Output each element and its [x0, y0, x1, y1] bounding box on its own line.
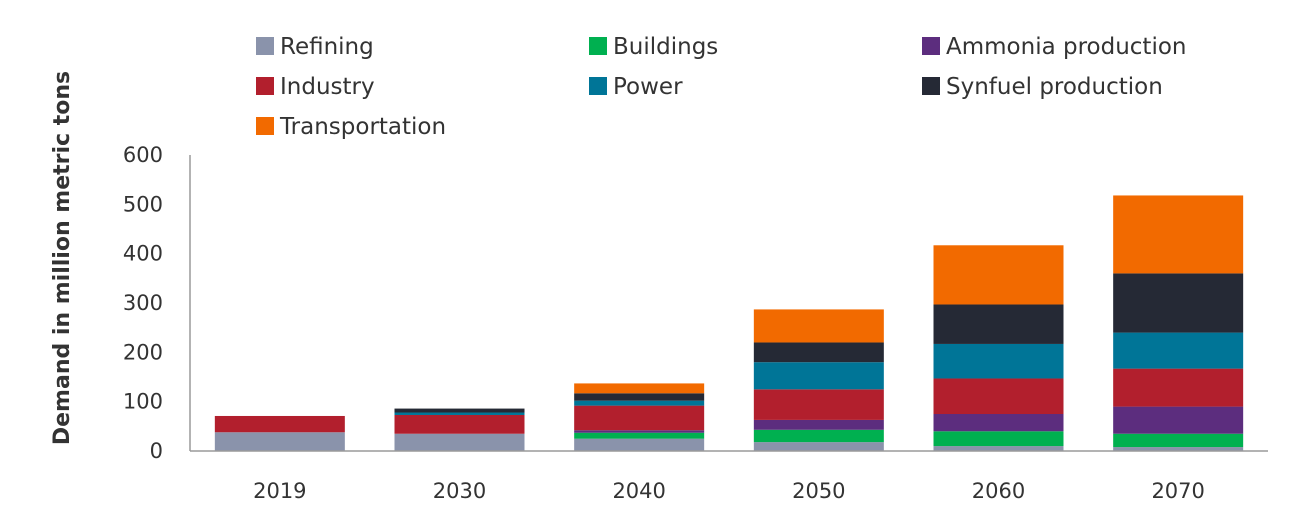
bar-segment-synfuel-production-2040 — [574, 393, 705, 401]
legend-swatch-synfuel-production — [922, 77, 940, 95]
bar-segment-power-2030 — [394, 412, 525, 415]
bar-segment-industry-2019 — [214, 415, 345, 433]
bar-segment-synfuel-production-2050 — [753, 342, 884, 363]
x-tick-label: 2030 — [433, 479, 486, 503]
bar-segment-power-2070 — [1113, 332, 1244, 369]
legend-label-industry: Industry — [280, 74, 375, 100]
legend-label-ammonia-production: Ammonia production — [946, 34, 1187, 60]
bar-segment-ammonia-production-2070 — [1113, 406, 1244, 434]
bar-segment-industry-2030 — [394, 414, 525, 434]
bar-segment-transportation-2060 — [933, 245, 1064, 305]
x-tick-label: 2060 — [972, 479, 1025, 503]
bar-segment-ammonia-production-2050 — [753, 419, 884, 430]
bar-segment-ammonia-production-2040 — [574, 430, 705, 433]
legend-swatch-transportation — [256, 117, 274, 135]
bar-segment-industry-2050 — [753, 389, 884, 420]
legend-swatch-industry — [256, 77, 274, 95]
bar-segment-refining-2040 — [574, 438, 705, 451]
bar-segment-transportation-2070 — [1113, 195, 1244, 274]
bar-segment-synfuel-production-2060 — [933, 304, 1064, 344]
y-tick-label: 500 — [123, 192, 163, 216]
legend-label-power: Power — [613, 74, 683, 100]
y-tick-label: 100 — [123, 390, 163, 414]
bar-segment-buildings-2040 — [574, 432, 705, 439]
bar-segment-industry-2070 — [1113, 368, 1244, 407]
y-tick-label: 400 — [123, 242, 163, 266]
bar-segment-power-2050 — [753, 362, 884, 390]
legend: Refining Buildings Ammonia production Indus… — [256, 34, 1187, 140]
y-tick-label: 600 — [123, 143, 163, 167]
x-tick-label: 2070 — [1151, 479, 1204, 503]
legend-label-buildings: Buildings — [613, 34, 718, 60]
bar-segment-refining-2019 — [214, 432, 345, 451]
y-tick-label: 300 — [123, 291, 163, 315]
bar-segment-buildings-2070 — [1113, 433, 1244, 448]
y-axis-label: Demand in million metric tons — [50, 71, 75, 445]
x-axis-ticks: 2019 2030 2040 2050 2060 2070 — [253, 479, 1205, 503]
legend-swatch-buildings — [589, 37, 607, 55]
bar-segment-buildings-2060 — [933, 431, 1064, 447]
bar-segment-industry-2060 — [933, 378, 1064, 414]
bar-segment-transportation-2040 — [574, 383, 705, 394]
bar-segment-synfuel-production-2030 — [394, 408, 525, 413]
x-tick-label: 2040 — [612, 479, 665, 503]
legend-swatch-ammonia-production — [922, 37, 940, 55]
bar-segment-refining-2030 — [394, 433, 525, 451]
legend-swatch-refining — [256, 37, 274, 55]
bar-segment-power-2040 — [574, 400, 705, 406]
bars — [214, 195, 1244, 451]
bar-segment-buildings-2050 — [753, 429, 884, 443]
legend-label-synfuel-production: Synfuel production — [946, 74, 1163, 100]
x-tick-label: 2050 — [792, 479, 845, 503]
bar-segment-power-2060 — [933, 343, 1064, 379]
bar-segment-synfuel-production-2070 — [1113, 273, 1244, 333]
x-tick-label: 2019 — [253, 479, 306, 503]
bar-segment-refining-2070 — [1113, 447, 1244, 451]
bar-segment-transportation-2050 — [753, 309, 884, 343]
bar-segment-refining-2060 — [933, 446, 1064, 451]
legend-label-refining: Refining — [280, 34, 374, 60]
bar-segment-refining-2050 — [753, 442, 884, 451]
bar-segment-industry-2040 — [574, 405, 705, 431]
legend-label-transportation: Transportation — [279, 114, 446, 140]
y-tick-label: 0 — [150, 439, 163, 463]
bar-segment-ammonia-production-2060 — [933, 414, 1064, 432]
y-tick-label: 200 — [123, 340, 163, 364]
y-axis-ticks: 0 100 200 300 400 500 600 — [123, 143, 163, 463]
legend-swatch-power — [589, 77, 607, 95]
